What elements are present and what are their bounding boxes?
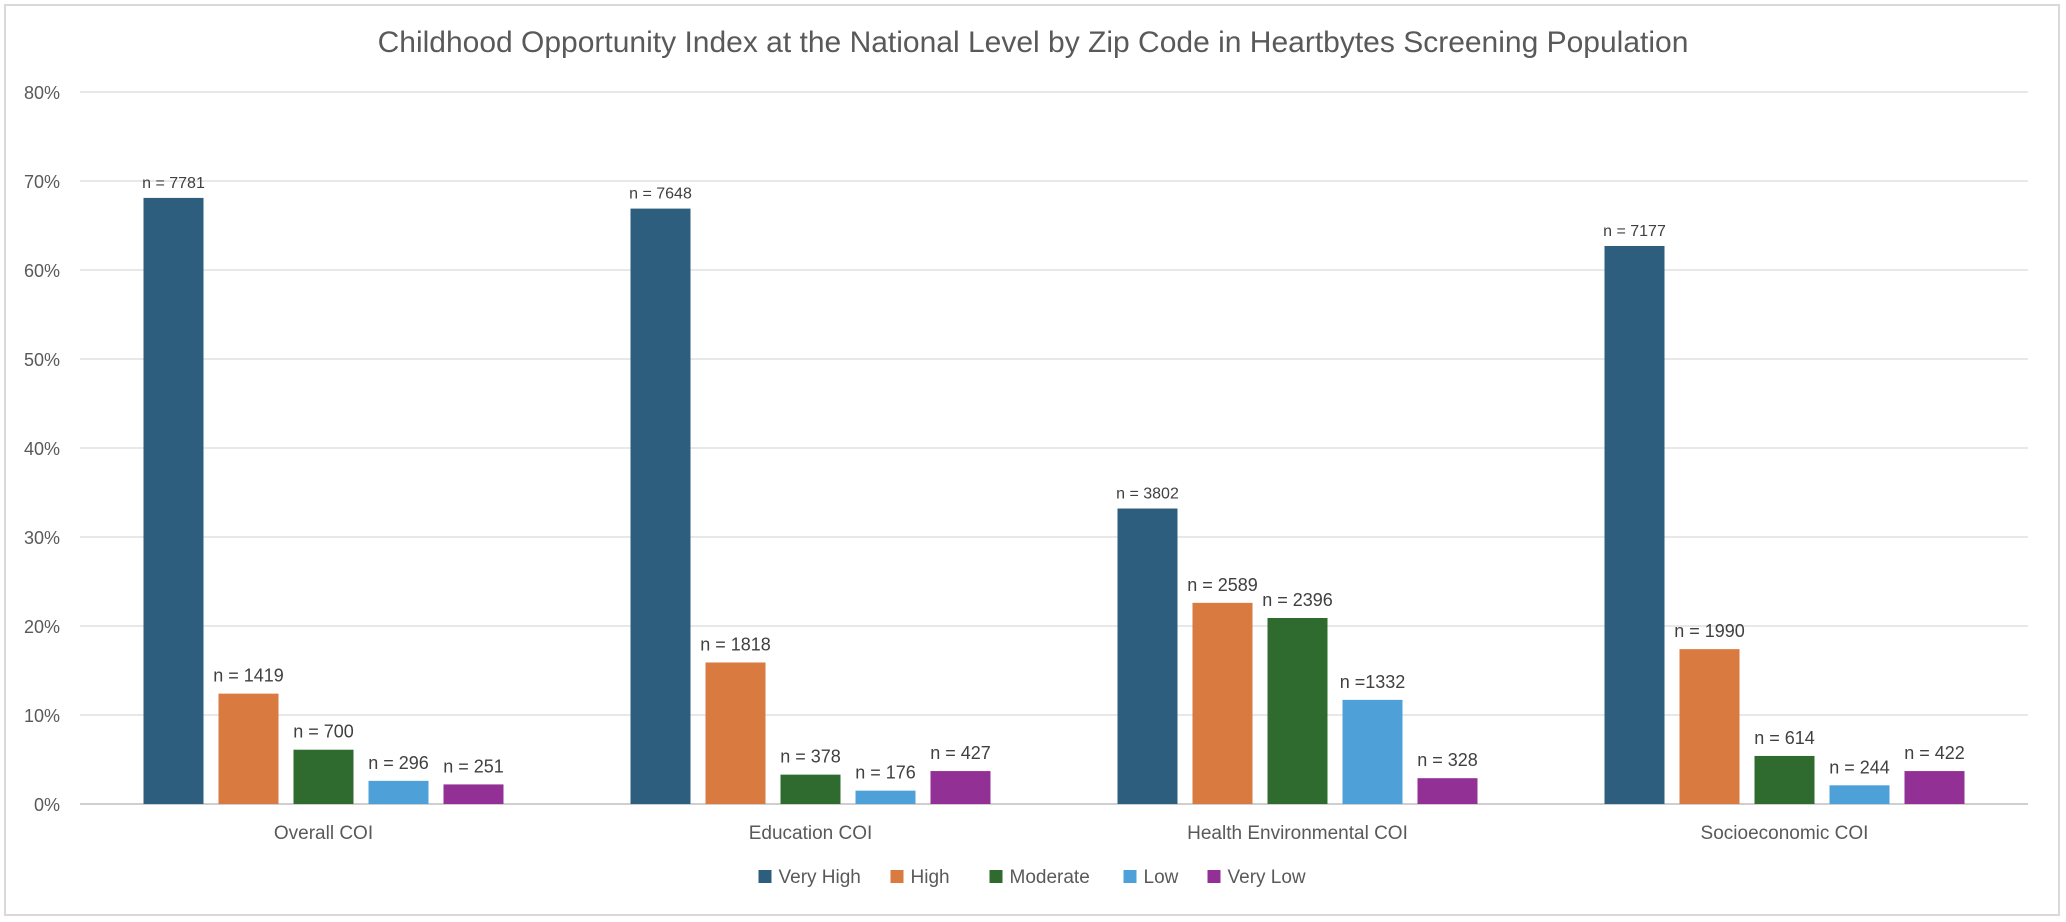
bars <box>143 197 1965 805</box>
data-label: n = 427 <box>930 743 991 763</box>
data-label: n = 1818 <box>700 634 771 654</box>
bar-low <box>855 790 916 804</box>
legend-swatch <box>758 870 772 883</box>
data-label: n = 1990 <box>1674 621 1745 641</box>
bar-very-high <box>1117 508 1178 804</box>
y-tick-label: 30% <box>24 528 60 548</box>
legend: Very High High Moderate Low Very Low <box>758 867 1306 888</box>
bar-moderate <box>1267 617 1328 804</box>
data-label: n = 614 <box>1754 728 1815 748</box>
data-label: n = 328 <box>1417 750 1478 770</box>
legend-swatch <box>1207 870 1221 883</box>
y-tick-label: 0% <box>34 795 60 815</box>
data-label: n = 378 <box>780 747 841 767</box>
legend-label: High <box>911 867 950 888</box>
data-label: n = 7177 <box>1603 223 1666 240</box>
legend-label: Very High <box>779 867 861 888</box>
y-tick-label: 50% <box>24 350 60 370</box>
data-label: n = 251 <box>443 756 504 776</box>
bar-moderate <box>780 774 841 804</box>
legend-label: Moderate <box>1010 867 1090 888</box>
y-tick-label: 70% <box>24 172 60 192</box>
bar-very-low <box>1904 771 1965 804</box>
bar-high <box>1192 602 1253 804</box>
data-label: n = 1419 <box>213 666 284 686</box>
y-tick-label: 20% <box>24 617 60 637</box>
data-label: n = 7781 <box>142 175 205 192</box>
data-label: n = 7648 <box>629 186 692 203</box>
bar-very-high <box>143 197 204 804</box>
x-category-label: Health Environmental COI <box>1187 823 1408 844</box>
x-axis: Overall COI Education COI Health Environme… <box>274 823 1869 844</box>
data-label: n = 3802 <box>1116 486 1179 503</box>
data-label: n = 244 <box>1829 757 1890 777</box>
legend-swatch <box>1123 870 1137 883</box>
y-tick-label: 80% <box>24 83 60 103</box>
bar-very-low <box>443 784 504 804</box>
data-label: n = 176 <box>855 763 916 783</box>
bar-high <box>1679 649 1740 804</box>
y-tick-label: 10% <box>24 706 60 726</box>
data-labels: n = 7781 n = 1419 n = 700 n = 296 n = 251 n =… <box>142 175 1965 783</box>
x-category-label: Socioeconomic COI <box>1701 823 1869 844</box>
data-label: n = 422 <box>1904 743 1965 763</box>
data-label: n = 2589 <box>1187 575 1258 595</box>
y-tick-label: 60% <box>24 261 60 281</box>
bar-very-low <box>930 771 991 804</box>
x-category-label: Overall COI <box>274 823 373 844</box>
chart-title: Childhood Opportunity Index at the Natio… <box>378 26 1689 59</box>
legend-label: Very Low <box>1228 867 1306 888</box>
bar-very-high <box>630 208 691 805</box>
bar-high <box>218 693 279 804</box>
legend-swatch <box>989 870 1003 883</box>
bar-moderate <box>293 749 354 804</box>
data-label: n = 2396 <box>1262 590 1333 610</box>
legend-swatch <box>890 870 904 883</box>
y-axis: 0% 10% 20% 30% 40% 50% 60% 70% 80% <box>24 83 60 815</box>
bar-low <box>1829 785 1890 804</box>
bar-moderate <box>1754 755 1815 804</box>
bar-high <box>705 662 766 804</box>
y-tick-label: 40% <box>24 439 60 459</box>
legend-label: Low <box>1144 867 1179 888</box>
x-category-label: Education COI <box>749 823 873 844</box>
bar-low <box>1342 699 1403 804</box>
data-label: n = 296 <box>368 753 429 773</box>
data-label: n =1332 <box>1340 672 1406 692</box>
bar-very-low <box>1417 778 1478 804</box>
bar-very-high <box>1604 245 1665 805</box>
data-label: n = 700 <box>293 722 354 742</box>
bar-low <box>368 780 429 804</box>
